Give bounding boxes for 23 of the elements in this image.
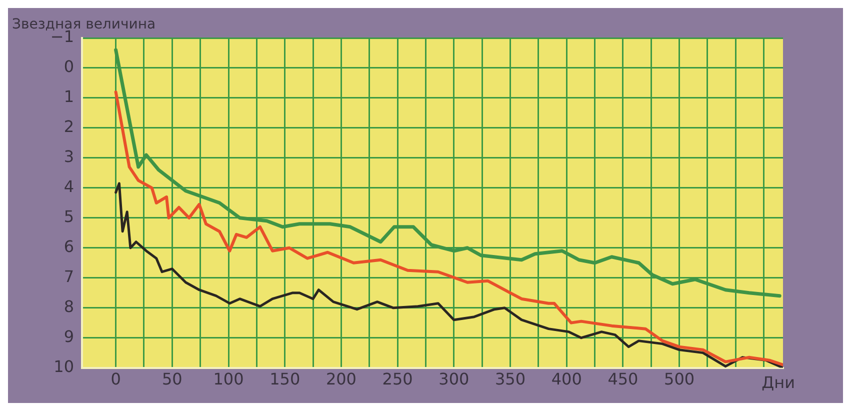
y-tick-label: 4 xyxy=(64,177,74,196)
y-tick-label: 10 xyxy=(54,356,74,376)
x-tick-label: 0 xyxy=(110,370,121,389)
y-tick-label: 1 xyxy=(64,87,74,106)
x-tick-label: 150 xyxy=(270,370,300,389)
x-tick-label: 300 xyxy=(438,370,470,389)
y-tick-label: 8 xyxy=(64,296,74,316)
y-tick-label: 3 xyxy=(64,147,74,166)
x-axis-title: Дни xyxy=(762,372,795,392)
x-tick-label: 250 xyxy=(382,370,413,389)
y-tick-label: 0 xyxy=(64,57,74,76)
x-tick-label: 100 xyxy=(213,370,244,389)
y-tick-label: 5 xyxy=(64,207,74,226)
x-tick-label: 500 xyxy=(664,370,695,389)
x-tick-label: 200 xyxy=(326,370,356,389)
y-tick-label: 6 xyxy=(64,237,74,256)
y-tick-label: 2 xyxy=(64,117,74,136)
y-tick-label: 7 xyxy=(64,267,74,286)
x-tick-label: 50 xyxy=(162,370,182,389)
y-tick-label: 9 xyxy=(64,326,74,346)
x-tick-label: 400 xyxy=(551,370,582,389)
x-tick-label: 350 xyxy=(494,370,526,389)
x-tick-label: 450 xyxy=(608,370,638,389)
